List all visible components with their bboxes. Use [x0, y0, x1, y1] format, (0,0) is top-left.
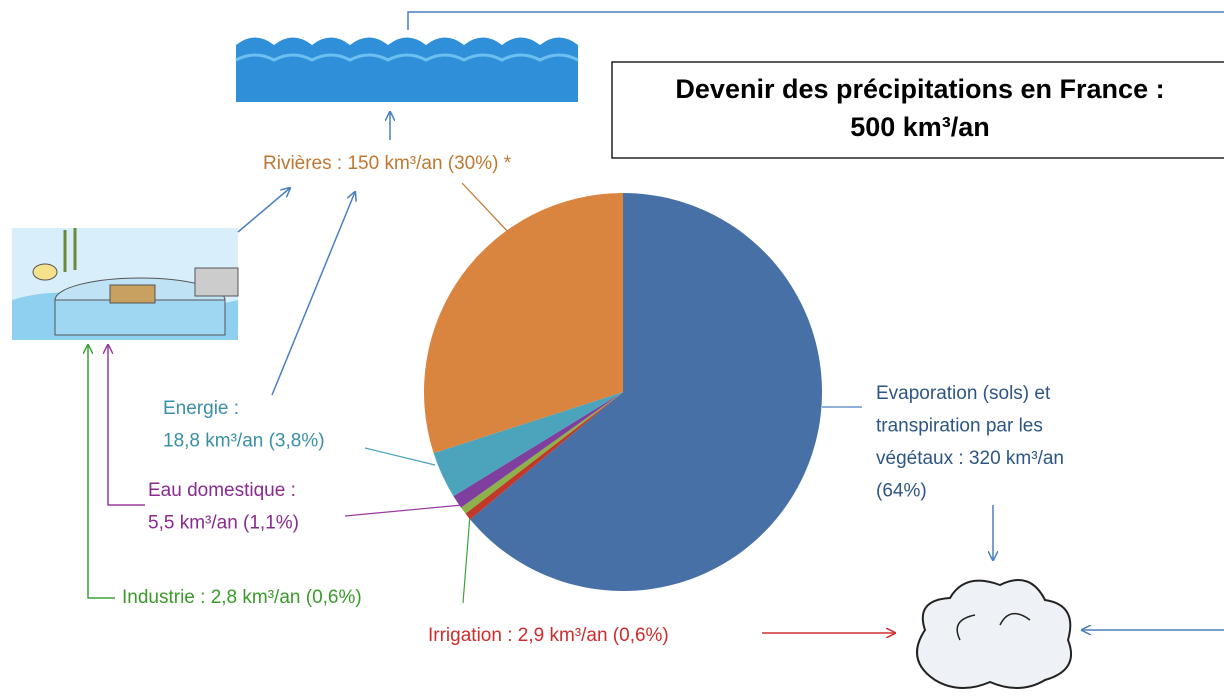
slice-label: Eau domestique :	[148, 480, 296, 501]
slice-label: Rivières : 150 km³/an (30%) *	[263, 153, 512, 174]
infographic: Devenir des précipitations en France : 5…	[0, 0, 1224, 692]
title: Devenir des précipitations en France :	[675, 74, 1164, 104]
slice-label: Industrie : 2,8 km³/an (0,6%)	[122, 587, 362, 608]
slice-label: transpiration par les	[876, 416, 1043, 437]
slice-label: Irrigation : 2,9 km³/an (0,6%)	[428, 625, 669, 646]
slice-label: 5,5 km³/an (1,1%)	[148, 513, 299, 534]
slice-label: Energie :	[163, 398, 239, 419]
slice-label: végétaux : 320 km³/an	[876, 448, 1064, 469]
slice-label: Evaporation (sols) et	[876, 383, 1051, 404]
pie	[424, 193, 822, 591]
river-icon	[236, 38, 578, 103]
slice-label: 18,8 km³/an (3,8%)	[163, 431, 325, 452]
title: 500 km³/an	[850, 112, 990, 142]
water-treatment-icon	[12, 228, 238, 340]
slice-label: (64%)	[876, 481, 927, 502]
cloud-icon	[917, 580, 1071, 688]
